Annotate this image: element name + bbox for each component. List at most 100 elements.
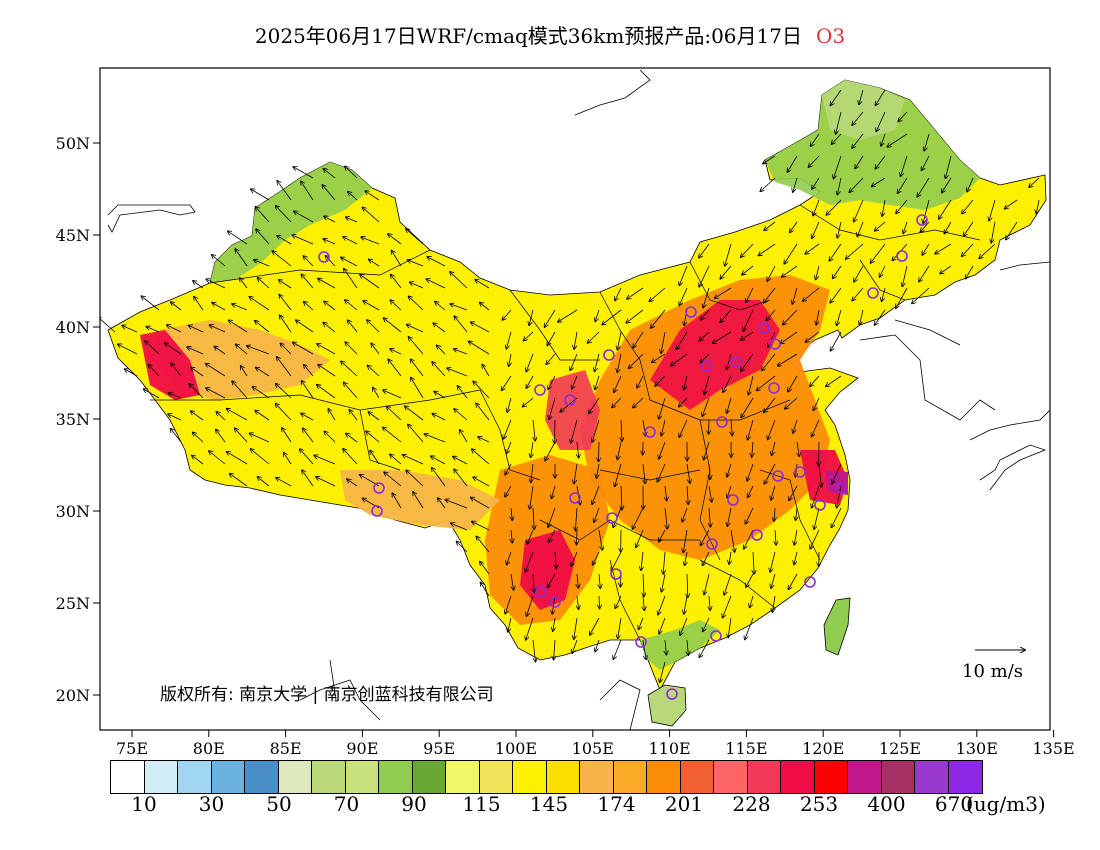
lat-tick-label: 45N [56, 226, 90, 245]
wind-arrow [593, 551, 600, 565]
wind-arrow [471, 498, 490, 509]
wind-arrow [432, 362, 446, 377]
wind-arrow [507, 397, 512, 412]
wind-arrow [1029, 177, 1040, 187]
colorbar-swatch [781, 761, 815, 793]
colorbar-swatch [144, 761, 178, 793]
wind-arrow [679, 287, 688, 305]
wind-arrow [979, 243, 996, 258]
wind-arrow [898, 111, 908, 122]
wind-arrow [191, 411, 204, 421]
wind-arrow [964, 221, 974, 236]
wind-arrow [715, 287, 732, 298]
wind-arrow [613, 639, 622, 659]
wind-arrow [253, 387, 270, 399]
city-station-marker [867, 287, 879, 299]
wind-arrow [341, 361, 358, 377]
colorbar-swatch [948, 761, 982, 793]
wind-arrow [615, 287, 622, 301]
wind-arrow [481, 583, 490, 597]
colorbar-label: 174 [597, 792, 636, 816]
wind-arrow [764, 463, 776, 484]
wind-arrow [709, 507, 710, 527]
wind-arrow [805, 331, 820, 342]
lon-tick-label: 135E [1032, 739, 1074, 758]
wind-arrow [792, 287, 798, 304]
wind-arrow [875, 309, 886, 325]
wind-arrow [368, 366, 380, 377]
wind-arrow [723, 375, 732, 392]
wind-arrow [227, 409, 248, 421]
wind-arrow [507, 551, 512, 565]
wind-arrow [942, 177, 952, 193]
wind-arrow [171, 429, 182, 443]
wind-arrow [854, 199, 864, 222]
wind-arrow [812, 177, 820, 189]
wind-arrow [723, 595, 732, 618]
wind-arrow [457, 542, 468, 553]
wind-arrow [533, 573, 534, 592]
wind-arrow [432, 468, 446, 487]
wind-arrow [348, 192, 358, 201]
wind-arrow [316, 477, 336, 487]
wind-arrow [322, 185, 336, 201]
wind-arrow [437, 345, 446, 355]
wind-arrow [935, 243, 952, 254]
wind-arrow [748, 419, 754, 440]
wind-arrow [384, 318, 402, 333]
wind-arrow [413, 492, 424, 509]
wind-arrow [729, 551, 731, 564]
wind-arrow [254, 260, 270, 267]
wind-arrow [453, 457, 468, 465]
lat-tick-label: 25N [56, 594, 90, 613]
wind-arrow [592, 419, 600, 442]
wind-arrow [748, 375, 754, 395]
wind-arrow [633, 397, 644, 408]
colorbar-swatch [278, 761, 312, 793]
wind-arrow [472, 449, 490, 465]
wind-arrow [301, 274, 314, 289]
wind-arrow [390, 300, 402, 311]
wind-arrow [526, 375, 534, 388]
wind-arrow [816, 309, 820, 325]
wind-arrow [390, 349, 402, 355]
wind-arrow [967, 177, 974, 192]
wind-arrow [548, 507, 556, 527]
wind-arrow [280, 315, 292, 333]
wind-arrow [171, 302, 182, 311]
wind-arrow [854, 265, 864, 282]
wind-arrow [831, 133, 842, 144]
wind-arrow [187, 347, 204, 355]
wind-arrow [255, 207, 270, 223]
wind-arrow [896, 199, 908, 213]
wind-arrow [349, 410, 358, 421]
wind-arrow [577, 573, 578, 588]
wind-arrow [328, 409, 336, 421]
wind-arrow [345, 166, 358, 179]
wind-arrow [663, 551, 665, 574]
wind-arrow [683, 529, 688, 552]
wind-arrow [637, 375, 644, 388]
wind-arrow [852, 133, 864, 148]
wind-arrow [545, 309, 556, 327]
shanghai-purple-zone [825, 470, 848, 495]
wind-arrow [612, 397, 622, 408]
wind-arrow [880, 265, 886, 277]
wind-arrow [344, 383, 358, 399]
wind-arrow [725, 243, 732, 266]
wind-arrow [527, 529, 534, 544]
map-title: 2025年06月17日WRF/cmaq模式36km预报产品:06月17日 O3 [0, 20, 1100, 49]
lon-tick-label: 80E [193, 739, 225, 758]
wind-arrow [345, 342, 358, 355]
wind-arrow [741, 353, 754, 371]
wind-arrow [766, 309, 776, 321]
wind-arrow [704, 441, 710, 460]
wind-arrow [167, 325, 182, 333]
wind-arrow [277, 181, 292, 201]
city-station-marker [610, 568, 622, 580]
wind-arrow [193, 281, 204, 289]
colorbar-label: 201 [664, 792, 704, 816]
wind-arrow [210, 325, 226, 333]
wind-arrow [701, 309, 710, 320]
lat-tick-label: 50N [56, 134, 90, 153]
